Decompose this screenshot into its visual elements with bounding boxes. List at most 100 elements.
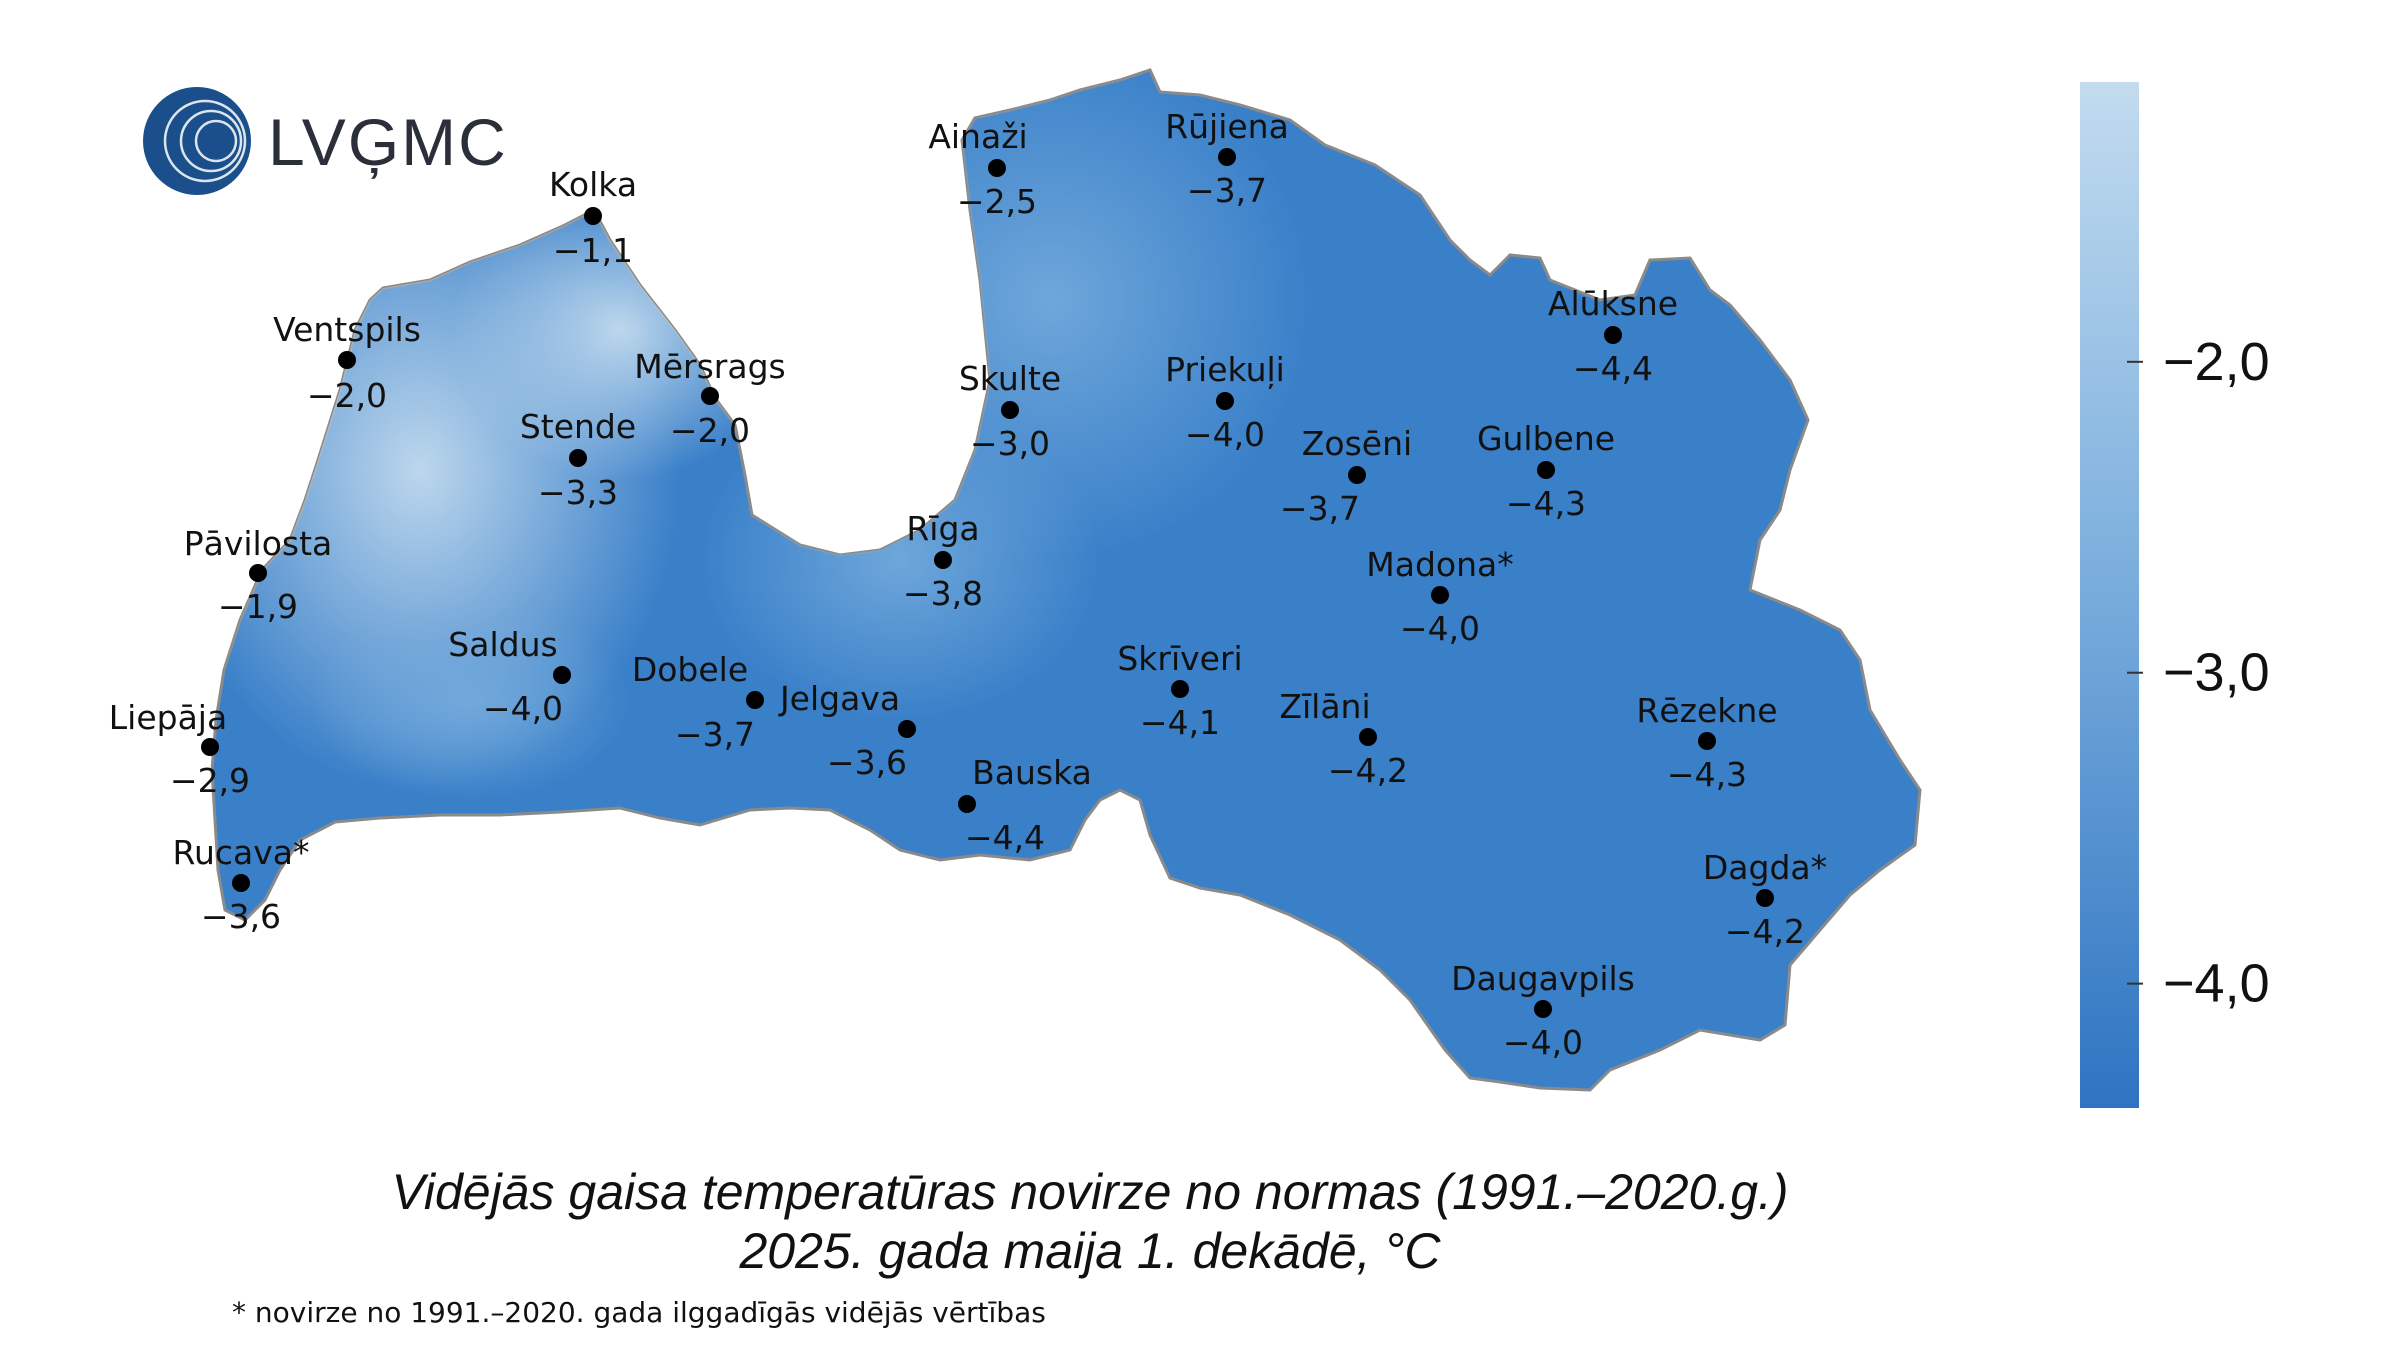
station-marker: Priekuļi −4,0 bbox=[1165, 350, 1285, 454]
station-dot bbox=[201, 738, 219, 756]
station-dot bbox=[1171, 680, 1189, 698]
footnote: * novirze no 1991.–2020. gada ilggadīgās… bbox=[232, 1296, 1046, 1329]
station-dot bbox=[1359, 728, 1377, 746]
station-marker: Zīlāni −4,2 bbox=[1279, 687, 1408, 790]
station-dot bbox=[1604, 326, 1622, 344]
station-marker: Jelgava −3,6 bbox=[778, 679, 916, 782]
station-name: Bauska bbox=[972, 753, 1092, 792]
station-name: Liepāja bbox=[109, 698, 227, 737]
station-marker: Rucava* −3,6 bbox=[173, 833, 310, 936]
station-marker: Saldus −4,0 bbox=[448, 625, 571, 728]
station-name: Jelgava bbox=[778, 679, 900, 718]
station-dot bbox=[553, 666, 571, 684]
station-value: −4,4 bbox=[965, 818, 1045, 857]
station-value: −3,0 bbox=[970, 424, 1050, 463]
station-dot bbox=[958, 795, 976, 813]
station-dot bbox=[1534, 1000, 1552, 1018]
station-name: Rucava* bbox=[173, 833, 310, 872]
station-marker: Rūjiena −3,7 bbox=[1165, 107, 1289, 210]
station-name: Dobele bbox=[632, 650, 748, 689]
station-marker: Skrīveri −4,1 bbox=[1117, 639, 1242, 742]
station-marker: Rēzekne −4,3 bbox=[1636, 691, 1777, 794]
station-value: −3,7 bbox=[1187, 171, 1267, 210]
lvgmc-logo: LVĢMC bbox=[143, 87, 508, 195]
station-dot bbox=[249, 564, 267, 582]
station-value: −4,2 bbox=[1725, 912, 1805, 951]
station-marker: Daugavpils −4,0 bbox=[1451, 959, 1635, 1062]
station-marker: Stende −3,3 bbox=[520, 407, 636, 512]
map-title-line-1: Vidējās gaisa temperatūras novirze no no… bbox=[391, 1164, 1789, 1220]
logo-text: LVĢMC bbox=[268, 105, 508, 179]
station-name: Dagda* bbox=[1703, 848, 1827, 887]
station-value: −3,7 bbox=[675, 715, 755, 754]
station-name: Kolka bbox=[549, 165, 637, 204]
lvgmc-emblem-icon bbox=[143, 87, 251, 195]
station-dot bbox=[1431, 586, 1449, 604]
station-marker: Gulbene −4,3 bbox=[1477, 419, 1615, 523]
station-value: −1,1 bbox=[553, 231, 633, 270]
latvia-territory bbox=[210, 68, 1922, 1092]
station-value: −2,5 bbox=[957, 182, 1037, 221]
legend-tick-label: −3,0 bbox=[2163, 643, 2270, 703]
station-value: −3,3 bbox=[538, 473, 618, 512]
station-dot bbox=[1218, 148, 1236, 166]
station-name: Ainaži bbox=[928, 117, 1027, 156]
station-value: −2,0 bbox=[307, 376, 387, 415]
station-dot bbox=[701, 387, 719, 405]
station-name: Gulbene bbox=[1477, 419, 1615, 458]
station-dot bbox=[338, 351, 356, 369]
station-name: Rīga bbox=[906, 509, 979, 548]
station-dot bbox=[1001, 401, 1019, 419]
station-marker: Dobele −3,7 bbox=[632, 650, 764, 754]
legend-tick-label: −2,0 bbox=[2163, 332, 2270, 392]
station-value: −4,0 bbox=[1503, 1023, 1583, 1062]
station-marker: Ventspils −2,0 bbox=[273, 310, 421, 415]
station-name: Mērsrags bbox=[634, 347, 785, 386]
map-title-line-2: 2025. gada maija 1. dekādē, °C bbox=[739, 1223, 1441, 1279]
station-marker: Alūksne −4,4 bbox=[1548, 284, 1678, 388]
station-name: Pāvilosta bbox=[184, 524, 333, 563]
station-value: −3,8 bbox=[903, 574, 983, 613]
station-name: Stende bbox=[520, 407, 636, 446]
station-marker: Mērsrags −2,0 bbox=[634, 347, 785, 450]
station-value: −4,1 bbox=[1140, 703, 1220, 742]
station-marker: Dagda* −4,2 bbox=[1703, 848, 1827, 951]
station-value: −4,0 bbox=[1400, 609, 1480, 648]
station-name: Zosēni bbox=[1302, 424, 1412, 463]
station-name: Rūjiena bbox=[1165, 107, 1289, 146]
station-value: −3,6 bbox=[827, 743, 907, 782]
legend-tick-label: −4,0 bbox=[2163, 954, 2270, 1014]
station-dot bbox=[934, 551, 952, 569]
station-dot bbox=[988, 159, 1006, 177]
station-name: Alūksne bbox=[1548, 284, 1678, 323]
station-name: Ventspils bbox=[273, 310, 421, 349]
station-dot bbox=[1537, 461, 1555, 479]
station-value: −1,9 bbox=[218, 587, 298, 626]
station-dot bbox=[569, 449, 587, 467]
station-name: Priekuļi bbox=[1165, 350, 1285, 389]
station-marker: Ainaži −2,5 bbox=[928, 117, 1037, 221]
station-dot bbox=[1756, 889, 1774, 907]
station-value: −2,0 bbox=[670, 411, 750, 450]
station-value: −4,0 bbox=[1185, 415, 1265, 454]
station-value: −4,4 bbox=[1573, 349, 1653, 388]
station-marker: Madona* −4,0 bbox=[1366, 545, 1513, 648]
station-value: −3,7 bbox=[1280, 489, 1360, 528]
station-dot bbox=[1216, 392, 1234, 410]
station-dot bbox=[584, 207, 602, 225]
legend-ticks: −2,0 −3,0 −4,0 bbox=[2127, 332, 2270, 1014]
station-dot bbox=[898, 720, 916, 738]
station-marker: Skulte −3,0 bbox=[959, 359, 1061, 463]
station-name: Saldus bbox=[448, 625, 557, 664]
station-value: −4,2 bbox=[1328, 751, 1408, 790]
station-marker: Bauska −4,4 bbox=[958, 753, 1092, 857]
station-name: Rēzekne bbox=[1636, 691, 1777, 730]
station-dot bbox=[746, 691, 764, 709]
station-marker: Zosēni −3,7 bbox=[1280, 424, 1412, 528]
station-marker: Rīga −3,8 bbox=[903, 509, 983, 613]
station-value: −4,3 bbox=[1506, 484, 1586, 523]
station-name: Madona* bbox=[1366, 545, 1513, 584]
station-dot bbox=[232, 874, 250, 892]
station-marker: Pāvilosta −1,9 bbox=[184, 524, 333, 626]
